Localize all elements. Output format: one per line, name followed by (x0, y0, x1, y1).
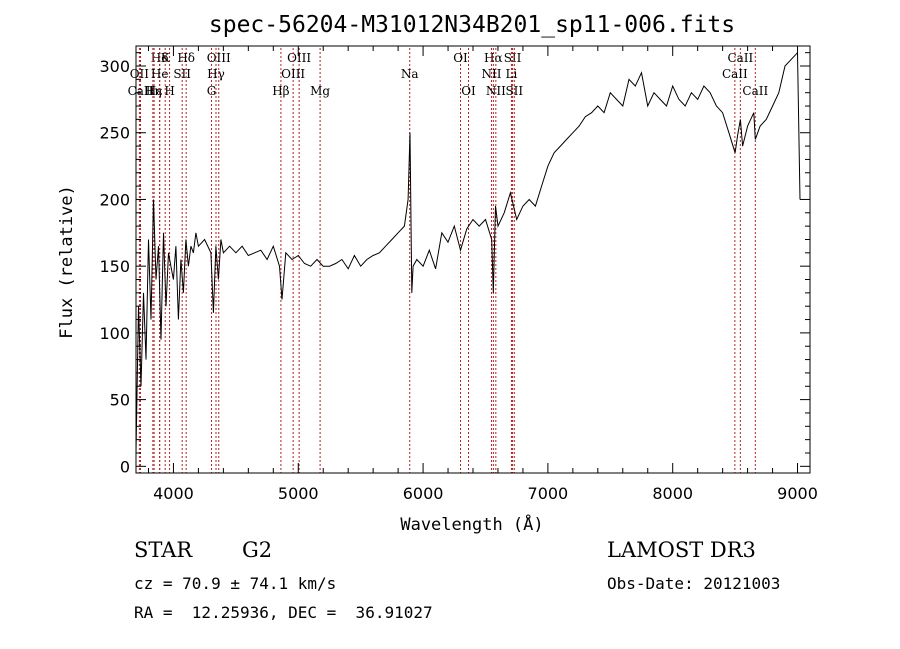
y-axis-label: Flux (relative) (57, 185, 77, 339)
y-tick-label: 200 (99, 190, 130, 209)
x-tick-label: 5000 (278, 484, 319, 503)
x-tick-label: 9000 (777, 484, 818, 503)
y-tick-label: 150 (99, 257, 130, 276)
spectral-line-label-23: SII (504, 51, 522, 65)
spectral-line-label-9: SII (173, 67, 191, 81)
spectral-line-label-8: Hδ (177, 51, 195, 65)
spectral-line-label-20: Hα (484, 51, 503, 65)
y-tick-label: 50 (110, 391, 130, 410)
spectral-line-label-12: G (207, 84, 217, 98)
y-tick-label: 250 (99, 124, 130, 143)
spectral-line-label-13: Hβ (272, 84, 289, 98)
spectral-line-label-17: Na (401, 67, 419, 81)
x-axis-label: Wavelength (Å) (400, 513, 543, 535)
spectral-line-label-3: Hε (146, 84, 163, 98)
x-tick-label: 8000 (652, 484, 693, 503)
spectral-line-label-15: OIII (281, 67, 305, 81)
spectral-line-label-28: CaII (742, 84, 768, 98)
y-tick-label: 300 (99, 57, 130, 76)
x-tick-label: 4000 (153, 484, 194, 503)
object-subclass: G2 (242, 538, 273, 562)
x-axis-ticks: 4000 5000 6000 7000 8000 9000 (147, 46, 818, 503)
spectral-line-label-1: OII (130, 67, 150, 81)
object-class: STAR (134, 538, 193, 562)
plot-frame (135, 45, 811, 474)
observation-date: Obs-Date: 20121003 (607, 574, 781, 593)
y-axis-ticks: 0 50 100 150 200 250 300 (99, 52, 810, 476)
coordinates: RA = 12.25936, DEC = 36.91027 (134, 603, 433, 622)
spectral-line-label-11: Hγ (207, 67, 225, 81)
spectral-line-label-6: He (151, 67, 169, 81)
x-tick-label: 6000 (403, 484, 444, 503)
spectral-line-label-19: OI (461, 84, 476, 98)
spectral-line-label-27: CaII (722, 67, 748, 81)
spectral-line-label-14: OIII (287, 51, 311, 65)
spectrum-line-0 (135, 51, 801, 454)
spectral-line-label-18: OI (453, 51, 468, 65)
spectral-line-label-24: Li (506, 67, 518, 81)
spectral-line-label-26: CaII (727, 51, 753, 65)
spectral-line-label-21: NII (481, 67, 501, 81)
y-tick-label: 100 (99, 324, 130, 343)
spectral-line-label-16: Mg (310, 84, 330, 98)
spectral-line-label-5: K (161, 51, 171, 65)
spectral-line-label-25: SII (505, 84, 523, 98)
y-tick-label: 0 (120, 457, 130, 476)
spectral-line-label-22: NII (486, 84, 506, 98)
spectral-line-label-4: Hη (144, 84, 162, 98)
spectral-line-label-10: OIII (207, 51, 231, 65)
chart-title: spec-56204-M31012N34B201_sp11-006.fits (209, 12, 735, 38)
spectral-line-label-2: CaII (128, 84, 154, 98)
survey-label: LAMOST DR3 (607, 538, 756, 562)
spectrum-series (135, 51, 801, 454)
x-tick-label: 7000 (528, 484, 569, 503)
redshift-velocity: cz = 70.9 ± 74.1 km/s (134, 574, 337, 593)
spectral-line-label-7: H (164, 84, 174, 98)
